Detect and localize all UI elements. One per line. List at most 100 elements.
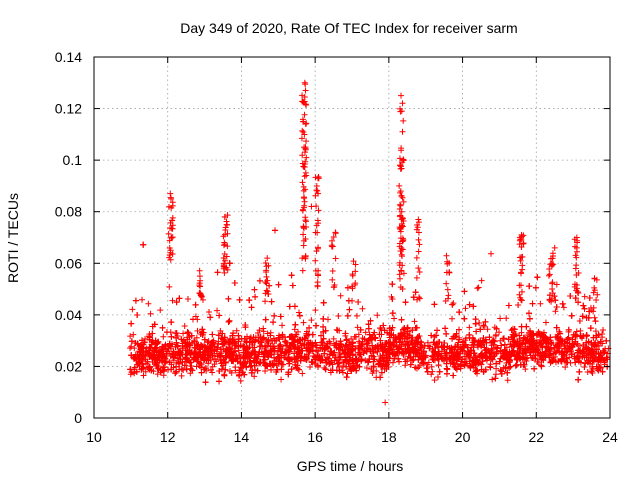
data-point xyxy=(583,354,590,361)
data-point xyxy=(559,337,566,344)
data-point xyxy=(157,369,164,376)
data-point xyxy=(559,300,566,307)
data-point xyxy=(434,373,441,380)
data-point xyxy=(333,326,340,333)
data-point xyxy=(192,301,199,308)
data-point xyxy=(531,365,538,372)
data-point xyxy=(535,358,542,365)
data-point xyxy=(188,363,195,370)
data-point xyxy=(277,313,284,320)
data-point xyxy=(470,303,477,310)
data-point xyxy=(474,285,481,292)
data-point xyxy=(262,316,269,323)
data-point xyxy=(466,301,473,308)
data-point xyxy=(508,343,515,350)
data-point xyxy=(509,336,516,343)
data-point xyxy=(576,368,583,375)
data-point xyxy=(178,372,185,379)
data-point xyxy=(132,297,139,304)
data-point xyxy=(342,330,349,337)
data-point xyxy=(260,359,267,366)
data-point xyxy=(555,345,562,352)
data-point xyxy=(343,374,350,381)
data-point xyxy=(320,315,327,322)
data-point xyxy=(398,316,405,323)
data-point xyxy=(471,337,478,344)
data-point xyxy=(553,281,560,288)
data-point xyxy=(185,330,192,337)
data-point xyxy=(288,366,295,373)
data-point xyxy=(242,321,249,328)
data-point xyxy=(143,360,150,367)
data-point xyxy=(442,325,449,332)
data-point xyxy=(374,348,381,355)
data-point xyxy=(391,315,398,322)
data-point xyxy=(547,359,554,366)
data-point xyxy=(299,370,306,377)
data-point xyxy=(155,338,162,345)
data-point xyxy=(282,349,289,356)
data-point xyxy=(537,300,544,307)
data-point xyxy=(128,343,135,350)
data-point xyxy=(229,340,236,347)
data-point xyxy=(551,344,558,351)
data-point xyxy=(350,365,357,372)
data-point xyxy=(570,341,577,348)
data-point xyxy=(389,324,396,331)
data-point xyxy=(207,314,214,321)
data-point xyxy=(554,334,561,341)
data-point xyxy=(386,355,393,362)
data-point xyxy=(371,329,378,336)
data-point xyxy=(420,360,427,367)
data-point xyxy=(476,320,483,327)
data-point xyxy=(291,303,298,310)
data-point xyxy=(178,336,185,343)
data-point xyxy=(235,338,242,345)
data-point xyxy=(240,343,247,350)
data-point xyxy=(424,361,431,368)
data-point xyxy=(583,346,590,353)
data-point xyxy=(198,369,205,376)
data-point xyxy=(582,360,589,367)
data-point xyxy=(293,353,300,360)
data-point xyxy=(493,360,500,367)
data-point xyxy=(201,366,208,373)
data-point xyxy=(349,339,356,346)
data-point xyxy=(510,333,517,340)
data-point xyxy=(556,349,563,356)
data-point xyxy=(565,326,572,333)
data-point xyxy=(265,340,272,347)
data-point xyxy=(496,358,503,365)
data-point xyxy=(309,331,316,338)
data-point xyxy=(128,369,135,376)
data-point xyxy=(492,371,499,378)
data-point xyxy=(426,343,433,350)
data-point xyxy=(518,329,525,336)
data-point xyxy=(456,336,463,343)
data-point xyxy=(129,306,136,313)
data-point xyxy=(135,341,142,348)
data-point xyxy=(359,341,366,348)
data-point xyxy=(411,318,418,325)
data-point xyxy=(279,322,286,329)
data-point xyxy=(149,338,156,345)
data-point xyxy=(268,366,275,373)
data-point xyxy=(505,302,512,309)
data-point xyxy=(527,336,534,343)
data-point xyxy=(482,318,489,325)
data-point xyxy=(334,327,341,334)
data-point xyxy=(228,352,235,359)
data-point xyxy=(321,364,328,371)
data-point xyxy=(553,334,560,341)
data-point xyxy=(320,335,327,342)
data-point xyxy=(337,292,344,299)
data-point xyxy=(194,327,201,334)
data-point xyxy=(497,367,504,374)
data-point xyxy=(438,355,445,362)
data-point xyxy=(307,364,314,371)
data-point xyxy=(443,370,450,377)
data-point xyxy=(564,339,571,346)
data-point xyxy=(318,332,325,339)
data-point xyxy=(503,315,510,322)
data-point xyxy=(544,344,551,351)
